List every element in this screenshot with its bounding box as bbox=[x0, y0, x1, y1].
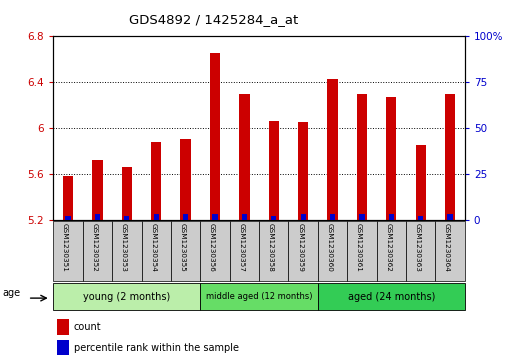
Text: GSM1230353: GSM1230353 bbox=[121, 223, 127, 272]
Bar bbox=[357, 94, 367, 220]
Bar bbox=[448, 214, 453, 220]
Bar bbox=[142, 221, 171, 281]
Bar bbox=[289, 221, 318, 281]
Bar bbox=[418, 216, 423, 220]
Bar bbox=[92, 160, 103, 220]
Bar bbox=[112, 221, 142, 281]
Bar bbox=[271, 216, 276, 220]
Text: young (2 months): young (2 months) bbox=[83, 292, 171, 302]
Bar bbox=[328, 79, 338, 220]
Text: count: count bbox=[74, 322, 102, 332]
Bar bbox=[269, 121, 279, 220]
Text: GSM1230357: GSM1230357 bbox=[238, 223, 244, 272]
Bar bbox=[318, 283, 465, 310]
Text: GSM1230352: GSM1230352 bbox=[91, 223, 98, 272]
Text: GSM1230362: GSM1230362 bbox=[386, 223, 391, 272]
Bar bbox=[212, 214, 217, 220]
Bar bbox=[242, 214, 247, 220]
Text: GSM1230354: GSM1230354 bbox=[150, 223, 156, 272]
Bar bbox=[83, 221, 112, 281]
Bar bbox=[151, 142, 162, 220]
Text: aged (24 months): aged (24 months) bbox=[347, 292, 435, 302]
Bar bbox=[200, 283, 318, 310]
Bar bbox=[95, 214, 100, 220]
Text: GSM1230358: GSM1230358 bbox=[268, 223, 274, 272]
Text: GSM1230356: GSM1230356 bbox=[209, 223, 215, 272]
Text: GSM1230359: GSM1230359 bbox=[297, 223, 303, 272]
Text: GSM1230364: GSM1230364 bbox=[444, 223, 450, 272]
Text: GDS4892 / 1425284_a_at: GDS4892 / 1425284_a_at bbox=[129, 13, 298, 26]
Bar bbox=[239, 94, 249, 220]
Bar bbox=[66, 216, 71, 220]
Bar bbox=[445, 94, 455, 220]
Bar bbox=[171, 221, 200, 281]
Bar bbox=[318, 221, 347, 281]
Bar bbox=[376, 221, 406, 281]
Bar bbox=[210, 53, 220, 220]
Bar bbox=[200, 221, 230, 281]
Bar bbox=[406, 221, 435, 281]
Bar bbox=[298, 122, 308, 220]
Text: GSM1230360: GSM1230360 bbox=[327, 223, 333, 272]
Bar bbox=[389, 214, 394, 220]
Text: GSM1230355: GSM1230355 bbox=[180, 223, 185, 272]
Bar bbox=[386, 97, 396, 220]
Bar bbox=[359, 214, 365, 220]
Bar bbox=[301, 214, 306, 220]
Text: middle aged (12 months): middle aged (12 months) bbox=[206, 292, 312, 301]
Text: percentile rank within the sample: percentile rank within the sample bbox=[74, 343, 239, 352]
Bar bbox=[57, 340, 69, 355]
Bar bbox=[435, 221, 465, 281]
Bar bbox=[347, 221, 376, 281]
Bar bbox=[153, 214, 159, 220]
Bar bbox=[330, 214, 335, 220]
Text: GSM1230361: GSM1230361 bbox=[356, 223, 362, 272]
Bar bbox=[183, 214, 188, 220]
Bar bbox=[259, 221, 289, 281]
Bar bbox=[57, 319, 69, 335]
Text: age: age bbox=[3, 288, 21, 298]
Bar bbox=[63, 176, 73, 220]
Bar bbox=[180, 139, 190, 220]
Bar bbox=[53, 221, 83, 281]
Bar bbox=[124, 216, 130, 220]
Bar bbox=[416, 145, 426, 220]
Text: GSM1230363: GSM1230363 bbox=[415, 223, 421, 272]
Bar bbox=[122, 167, 132, 220]
Bar bbox=[53, 283, 200, 310]
Bar bbox=[230, 221, 259, 281]
Text: GSM1230351: GSM1230351 bbox=[62, 223, 68, 272]
